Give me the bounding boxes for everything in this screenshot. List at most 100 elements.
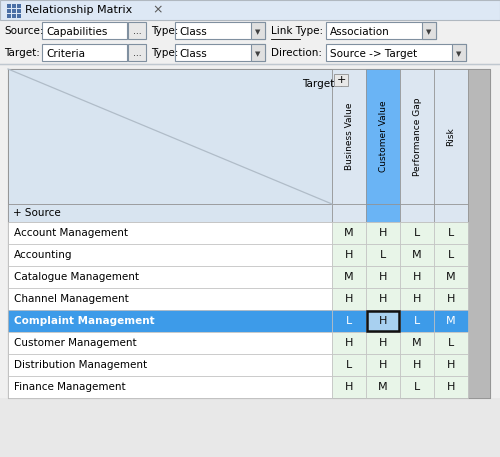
Bar [128,22,146,39]
Text: H: H [379,338,387,348]
Bar [366,204,400,222]
Text: L: L [448,228,454,238]
Text: Source:: Source: [4,26,43,36]
Bar [434,204,468,222]
Bar [400,310,434,332]
Text: H: H [379,294,387,304]
Bar [400,69,434,204]
Text: H: H [379,316,387,326]
Text: +: + [337,79,346,89]
Bar [12,4,16,8]
Text: M: M [412,338,422,348]
Text: H: H [379,272,387,282]
Text: +: + [336,75,345,85]
Text: Finance Management: Finance Management [14,382,126,392]
Text: L: L [448,250,454,260]
Text: H: H [345,294,353,304]
Text: Class: Class [179,27,207,37]
Text: M: M [446,316,456,326]
Bar [366,288,400,310]
Text: Risk: Risk [446,127,456,146]
Text: ×: × [152,4,162,16]
Bar [332,288,366,310]
Bar [366,376,400,398]
Bar [332,222,366,244]
Text: ▼: ▼ [456,51,462,57]
Bar [42,44,127,61]
Bar [0,398,500,457]
Bar [400,288,434,310]
Text: L: L [380,250,386,260]
Bar [326,22,436,39]
Text: Source -> Target: Source -> Target [330,49,417,59]
Text: M: M [344,272,354,282]
Text: Catalogue Management: Catalogue Management [14,272,139,282]
Bar [434,354,468,376]
Text: + Source: + Source [13,208,61,218]
Text: M: M [344,228,354,238]
Bar [400,354,434,376]
Text: ▼: ▼ [255,51,260,57]
Text: Customer Management: Customer Management [14,338,136,348]
Bar [332,244,366,266]
Bar [422,22,436,39]
Text: ▼: ▼ [426,29,432,35]
Text: ...: ... [132,27,141,37]
Bar [8,376,332,398]
Bar [42,22,127,39]
Bar [8,69,490,398]
Bar [175,22,265,39]
Bar [12,9,16,13]
Text: Target: Target [302,79,334,89]
Bar [366,69,400,204]
Text: H: H [379,360,387,370]
Text: Accounting: Accounting [14,250,72,260]
Bar [0,0,500,20]
Text: Link Type:: Link Type: [271,26,323,36]
Bar [8,69,332,204]
Text: H: H [413,272,421,282]
Bar [17,4,21,8]
Bar [434,310,468,332]
Bar [366,266,400,288]
Bar [7,14,11,18]
Text: Complaint Management: Complaint Management [14,316,154,326]
Bar [367,311,399,331]
Text: Relationship Matrix: Relationship Matrix [25,5,132,15]
Bar [8,222,332,244]
Bar [332,332,366,354]
Text: Type:: Type: [151,48,178,58]
Bar [332,266,366,288]
Bar [468,69,490,398]
Bar [12,14,16,18]
Text: Type:: Type: [151,26,178,36]
Text: H: H [345,382,353,392]
Text: Account Management: Account Management [14,228,128,238]
Bar [332,354,366,376]
Text: H: H [345,338,353,348]
Bar [175,44,265,61]
Bar [434,288,468,310]
Bar [400,332,434,354]
Text: H: H [447,382,455,392]
Text: L: L [414,316,420,326]
Bar [128,44,146,61]
Text: Class: Class [179,49,207,59]
Bar [326,44,466,61]
Bar [434,266,468,288]
Bar [366,222,400,244]
Text: L: L [414,382,420,392]
Text: Customer Value: Customer Value [378,101,388,172]
Bar [8,266,332,288]
Text: H: H [379,228,387,238]
Bar [366,354,400,376]
Bar [8,310,332,332]
Text: H: H [345,250,353,260]
Text: Business Value: Business Value [344,103,354,170]
Bar [17,14,21,18]
Bar [434,222,468,244]
Bar [400,376,434,398]
Bar [452,44,466,61]
Text: M: M [412,250,422,260]
Text: Performance Gap: Performance Gap [412,97,422,176]
